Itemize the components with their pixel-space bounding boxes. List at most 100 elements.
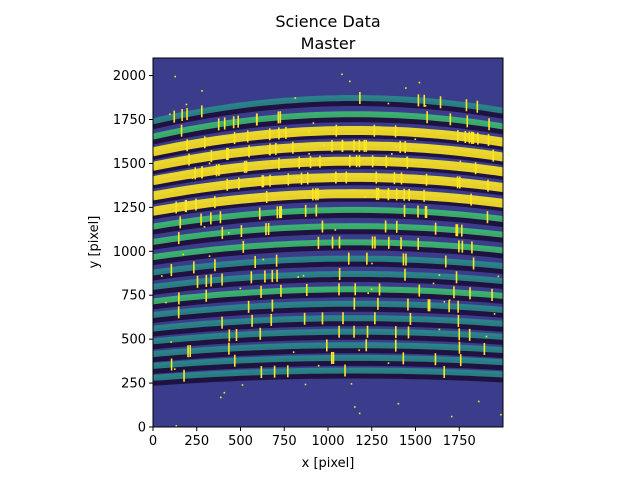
emission-lines — [170, 92, 495, 382]
cosmic-ray-speck — [341, 73, 343, 76]
y-tick-label: 1750 — [113, 113, 146, 128]
cosmic-ray-speck — [304, 383, 307, 386]
cosmic-ray-speck — [294, 97, 297, 99]
x-tick-label: 1750 — [443, 434, 476, 449]
echelle-orders — [153, 95, 503, 386]
x-axis-label: x [pixel] — [302, 456, 355, 471]
cosmic-ray-speck — [239, 287, 242, 290]
echelle-order — [153, 189, 503, 216]
cosmic-ray-speck — [432, 282, 435, 285]
echelle-order — [153, 156, 503, 186]
order-gap — [153, 318, 503, 337]
order-gap — [153, 226, 503, 250]
y-tick-label: 0 — [138, 421, 146, 436]
cosmic-ray-speck — [497, 275, 500, 278]
cosmic-ray-speck — [235, 170, 237, 172]
cosmic-ray-speck — [367, 292, 369, 295]
echelle-order — [153, 111, 503, 140]
x-tick-label: 1000 — [311, 434, 344, 449]
cosmic-ray-speck — [292, 351, 295, 353]
cosmic-ray-speck — [170, 190, 173, 193]
y-tick-label: 750 — [121, 289, 146, 304]
cosmic-ray-speck — [391, 153, 393, 155]
heatmap-image — [153, 58, 503, 427]
cosmic-ray-speck — [223, 391, 226, 394]
x-axis-ticks: 0 250 500 750 1000 1250 1500 1750 — [149, 427, 476, 449]
cosmic-ray-speck — [201, 90, 203, 92]
cosmic-ray-speck — [438, 328, 441, 331]
y-tick-label: 2000 — [113, 69, 146, 84]
chart-title-line-1: Science Data — [275, 12, 380, 31]
cosmic-ray-speck — [349, 80, 351, 83]
cosmic-ray-speck — [191, 177, 194, 180]
cosmic-ray-speck — [165, 301, 167, 304]
echelle-order — [153, 354, 503, 369]
cosmic-ray-speck — [387, 102, 390, 105]
order-gap — [153, 357, 503, 374]
echelle-order — [153, 328, 503, 345]
cosmic-ray-speck — [174, 75, 177, 78]
cosmic-ray-speck — [175, 425, 178, 427]
y-axis-ticks: 0 250 500 750 1000 1250 1500 1750 2000 — [113, 69, 153, 436]
cosmic-ray-speck — [173, 368, 176, 370]
y-tick-label: 1250 — [113, 201, 146, 216]
chart-title-line-2: Master — [301, 34, 356, 53]
cosmic-ray-speck — [459, 160, 462, 163]
cosmic-ray-speck — [395, 146, 397, 149]
cosmic-ray-speck — [185, 103, 188, 106]
echelle-order — [153, 315, 503, 332]
cosmic-ray-speck — [262, 183, 265, 186]
echelle-order — [153, 255, 503, 276]
x-tick-label: 250 — [184, 434, 209, 449]
y-tick-label: 1000 — [113, 245, 146, 260]
order-gap — [153, 114, 503, 145]
order-gap — [153, 289, 503, 310]
x-tick-label: 1500 — [399, 434, 432, 449]
cosmic-ray-speck — [406, 157, 408, 159]
cosmic-ray-speck — [161, 275, 163, 277]
echelle-order — [153, 286, 503, 305]
cosmic-ray-speck — [262, 258, 265, 261]
cosmic-ray-speck — [414, 138, 417, 141]
y-tick-label: 1500 — [113, 157, 146, 172]
cosmic-ray-speck — [308, 153, 310, 155]
cosmic-ray-speck — [404, 87, 407, 89]
x-tick-label: 750 — [272, 434, 297, 449]
y-tick-label: 500 — [121, 333, 146, 348]
cosmic-ray-speck — [203, 226, 206, 228]
order-gap — [153, 331, 503, 350]
cosmic-ray-speck — [477, 400, 480, 403]
cosmic-ray-speck — [302, 274, 305, 277]
cosmic-ray-speck — [268, 153, 271, 155]
cosmic-ray-speck — [402, 196, 405, 199]
cosmic-ray-speck — [304, 195, 307, 198]
cosmic-ray-speck — [358, 349, 360, 352]
cosmic-ray-speck — [450, 415, 453, 418]
cosmic-ray-speck — [443, 301, 446, 303]
x-tick-label: 500 — [228, 434, 253, 449]
echelle-order — [153, 172, 503, 201]
order-gap — [153, 98, 503, 130]
cosmic-ray-speck — [364, 196, 366, 198]
echelle-order — [153, 239, 503, 261]
cosmic-ray-speck — [169, 113, 171, 116]
cosmic-ray-speck — [219, 396, 222, 399]
order-gap — [153, 345, 503, 363]
y-axis-label: y [pixel] — [87, 216, 102, 269]
cosmic-ray-speck — [438, 274, 441, 276]
cosmic-ray-speck — [170, 341, 172, 343]
cosmic-ray-speck — [228, 232, 230, 234]
cosmic-ray-speck — [317, 364, 320, 367]
cosmic-ray-speck — [397, 402, 400, 405]
cosmic-ray-speck — [208, 162, 211, 165]
cosmic-ray-speck — [358, 412, 361, 415]
cosmic-ray-speck — [418, 81, 421, 84]
order-gap — [153, 242, 503, 266]
cosmic-ray-hits — [161, 73, 502, 427]
cosmic-ray-speck — [370, 288, 373, 291]
echelle-order — [153, 300, 503, 318]
cosmic-ray-speck — [371, 262, 373, 265]
echelle-order — [153, 126, 503, 157]
cosmic-ray-speck — [500, 413, 502, 416]
cosmic-ray-speck — [323, 144, 325, 147]
